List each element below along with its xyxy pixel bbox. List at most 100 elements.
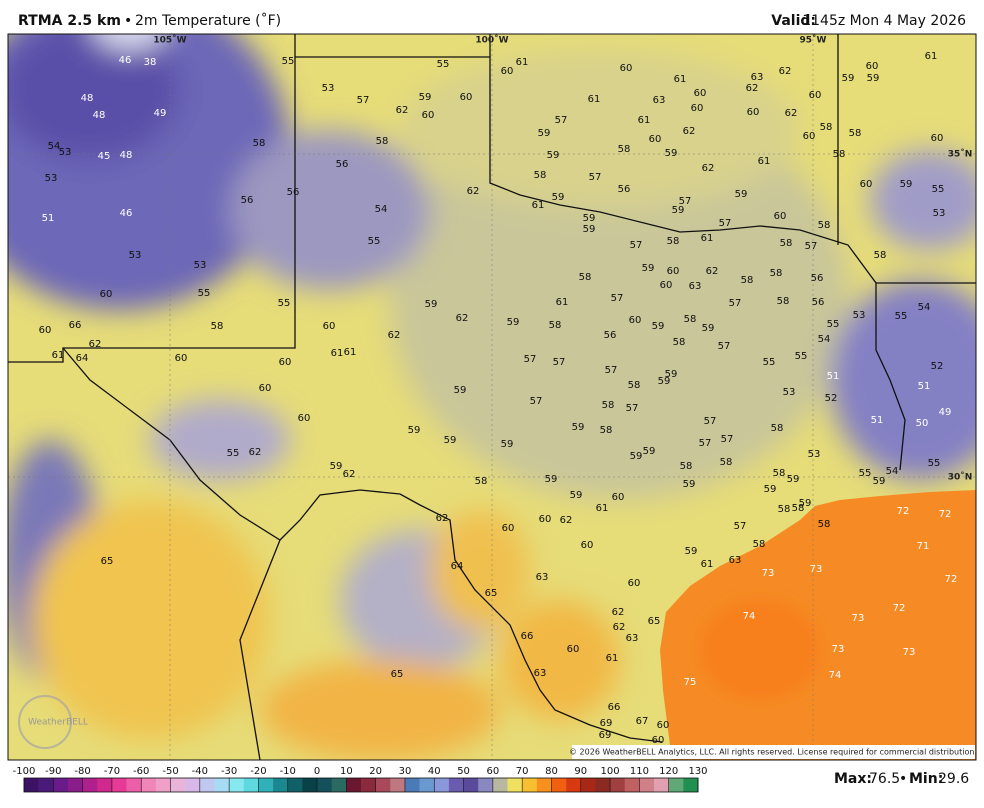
station-temperature: 58 bbox=[684, 314, 697, 325]
colorbar-tick-label: 60 bbox=[487, 766, 500, 777]
station-temperature: 72 bbox=[893, 603, 906, 614]
station-temperature: 60 bbox=[620, 63, 633, 74]
station-temperature: 58 bbox=[475, 476, 488, 487]
color-swatch bbox=[639, 778, 655, 792]
color-swatch bbox=[624, 778, 640, 792]
station-temperature: 58 bbox=[753, 539, 766, 550]
station-temperature: 60 bbox=[860, 179, 873, 190]
color-swatch bbox=[566, 778, 582, 792]
station-temperature: 61 bbox=[516, 57, 529, 68]
colorbar-tick-label: -10 bbox=[280, 766, 296, 777]
station-temperature: 55 bbox=[198, 288, 211, 299]
station-temperature: 69 bbox=[600, 718, 613, 729]
color-swatch bbox=[463, 778, 479, 792]
station-temperature: 57 bbox=[679, 196, 692, 207]
station-temperature: 59 bbox=[547, 150, 560, 161]
station-temperature: 59 bbox=[583, 213, 596, 224]
title: RTMA 2.5 km bbox=[18, 13, 121, 29]
station-temperature: 66 bbox=[608, 702, 621, 713]
station-temperature: 52 bbox=[931, 361, 944, 372]
station-temperature: 48 bbox=[93, 110, 106, 121]
station-temperature: 61 bbox=[701, 233, 714, 244]
colorbar-tick-label: -90 bbox=[45, 766, 61, 777]
station-temperature: 58 bbox=[778, 504, 791, 515]
station-temperature: 60 bbox=[323, 321, 336, 332]
station-temperature: 54 bbox=[918, 302, 931, 313]
station-temperature: 60 bbox=[667, 266, 680, 277]
station-temperature: 57 bbox=[704, 416, 717, 427]
colorbar-tick-label: -60 bbox=[133, 766, 149, 777]
station-temperature: 60 bbox=[628, 578, 641, 589]
station-temperature: 58 bbox=[818, 519, 831, 530]
station-temperature: 58 bbox=[628, 380, 641, 391]
station-temperature: 62 bbox=[779, 66, 792, 77]
station-temperature: 48 bbox=[120, 150, 133, 161]
color-swatch bbox=[551, 778, 567, 792]
station-temperature: 49 bbox=[154, 108, 167, 119]
gulf-warm-core bbox=[700, 600, 820, 700]
station-temperature: 57 bbox=[721, 434, 734, 445]
title-separator: • bbox=[124, 13, 132, 29]
station-temperature: 74 bbox=[829, 670, 842, 681]
color-swatch bbox=[507, 778, 523, 792]
station-temperature: 59 bbox=[454, 385, 467, 396]
station-temperature: 58 bbox=[720, 457, 733, 468]
station-temperature: 55 bbox=[932, 184, 945, 195]
station-temperature: 57 bbox=[719, 218, 732, 229]
logo: WeatherBELL bbox=[28, 718, 88, 728]
station-temperature: 63 bbox=[626, 633, 639, 644]
latitude-label: 30˚N bbox=[948, 472, 973, 483]
min-label: Min: bbox=[909, 771, 943, 787]
station-temperature: 62 bbox=[396, 105, 409, 116]
color-swatch bbox=[243, 778, 259, 792]
colorbar-tick-label: 50 bbox=[457, 766, 470, 777]
station-temperature: 58 bbox=[777, 296, 790, 307]
station-temperature: 58 bbox=[741, 275, 754, 286]
station-temperature: 73 bbox=[810, 564, 823, 575]
color-swatch bbox=[185, 778, 201, 792]
station-temperature: 61 bbox=[638, 115, 651, 126]
colorbar-tick-label: -30 bbox=[221, 766, 237, 777]
station-temperature: 62 bbox=[456, 313, 469, 324]
station-temperature: 61 bbox=[52, 350, 65, 361]
station-temperature: 55 bbox=[278, 298, 291, 309]
station-temperature: 61 bbox=[331, 348, 344, 359]
station-temperature: 56 bbox=[336, 159, 349, 170]
station-temperature: 67 bbox=[636, 716, 649, 727]
station-temperature: 59 bbox=[545, 474, 558, 485]
color-swatch bbox=[610, 778, 626, 792]
color-swatch bbox=[580, 778, 596, 792]
station-temperature: 57 bbox=[553, 357, 566, 368]
station-temperature: 59 bbox=[643, 446, 656, 457]
station-temperature: 59 bbox=[501, 439, 514, 450]
station-temperature: 66 bbox=[521, 631, 534, 642]
colorbar-tick-label: -40 bbox=[192, 766, 208, 777]
station-temperature: 51 bbox=[42, 213, 55, 224]
colorbar-tick-label: -20 bbox=[250, 766, 266, 777]
station-temperature: 58 bbox=[820, 122, 833, 133]
station-temperature: 60 bbox=[931, 133, 944, 144]
color-swatch bbox=[155, 778, 171, 792]
color-swatch bbox=[317, 778, 332, 792]
station-temperature: 75 bbox=[684, 677, 697, 688]
station-temperature: 61 bbox=[701, 559, 714, 570]
station-temperature: 73 bbox=[852, 613, 865, 624]
color-swatch bbox=[24, 778, 39, 792]
station-temperature: 62 bbox=[388, 330, 401, 341]
station-temperature: 65 bbox=[391, 669, 404, 680]
station-temperature: 57 bbox=[589, 172, 602, 183]
station-temperature: 60 bbox=[259, 383, 272, 394]
station-temperature: 53 bbox=[322, 83, 335, 94]
station-temperature: 60 bbox=[279, 357, 292, 368]
station-temperature: 55 bbox=[895, 311, 908, 322]
color-swatch bbox=[126, 778, 142, 792]
color-swatch bbox=[346, 778, 362, 792]
min-value: 29.6 bbox=[938, 771, 969, 787]
station-temperature: 51 bbox=[918, 381, 931, 392]
coordinate-labels: 105˚W 100˚W 95˚W 35˚N 30˚N bbox=[153, 35, 972, 483]
station-temperature: 57 bbox=[626, 403, 639, 414]
colorbar-tick-label: 120 bbox=[659, 766, 678, 777]
station-temperature: 61 bbox=[344, 347, 357, 358]
station-temperature: 73 bbox=[832, 644, 845, 655]
